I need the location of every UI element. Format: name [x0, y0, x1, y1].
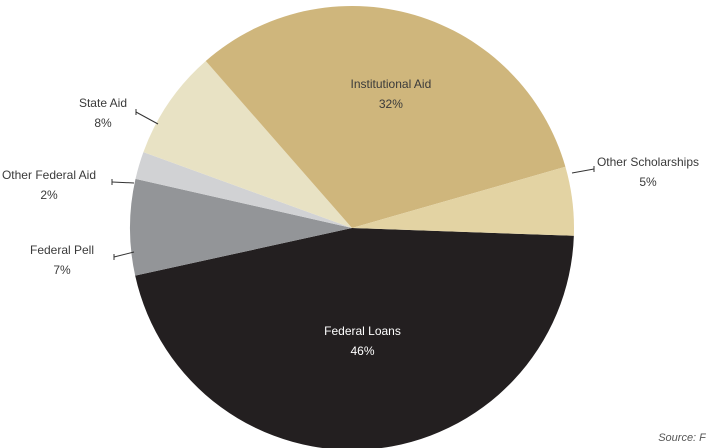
leader-line-other-scholarships: [571, 168, 595, 174]
slice-label-federal-loans: Federal Loans: [324, 324, 401, 338]
slice-value-federal-loans: 46%: [350, 344, 374, 358]
slice-label-other-scholarships: Other Scholarships: [597, 155, 699, 169]
pie-slice-institutional-aid: [205, 5, 566, 228]
pie-slice-federal-pell: [130, 178, 352, 276]
slice-label-state-aid: State Aid: [79, 96, 127, 110]
slice-value-institutional-aid: 32%: [379, 97, 403, 111]
slice-value-other-federal-aid: 2%: [40, 188, 58, 202]
slice-label-other-federal-aid: Other Federal Aid: [2, 168, 96, 182]
slice-labels: Federal Loans 46% Federal Pell 7% Other Fede…: [2, 77, 699, 358]
leader-line-other-federal-aid: [111, 181, 135, 184]
leader-line-state-aid: [135, 111, 159, 125]
leader-lines: [111, 109, 595, 260]
slice-value-other-scholarships: 5%: [639, 175, 657, 189]
source-note: Source: Fir: [658, 432, 706, 444]
pie-slice-other-federal-aid: [135, 152, 352, 228]
slice-value-federal-pell: 7%: [53, 263, 71, 277]
slice-label-institutional-aid: Institutional Aid: [351, 77, 432, 91]
slice-value-state-aid: 8%: [94, 116, 112, 130]
pie-slice-other-scholarships: [352, 166, 574, 236]
slice-label-federal-pell: Federal Pell: [30, 243, 94, 257]
pie-slice-federal-loans: [135, 228, 574, 448]
leader-line-federal-pell: [113, 251, 135, 258]
pie-slices: [130, 5, 574, 448]
pie-slice-state-aid: [143, 60, 352, 229]
